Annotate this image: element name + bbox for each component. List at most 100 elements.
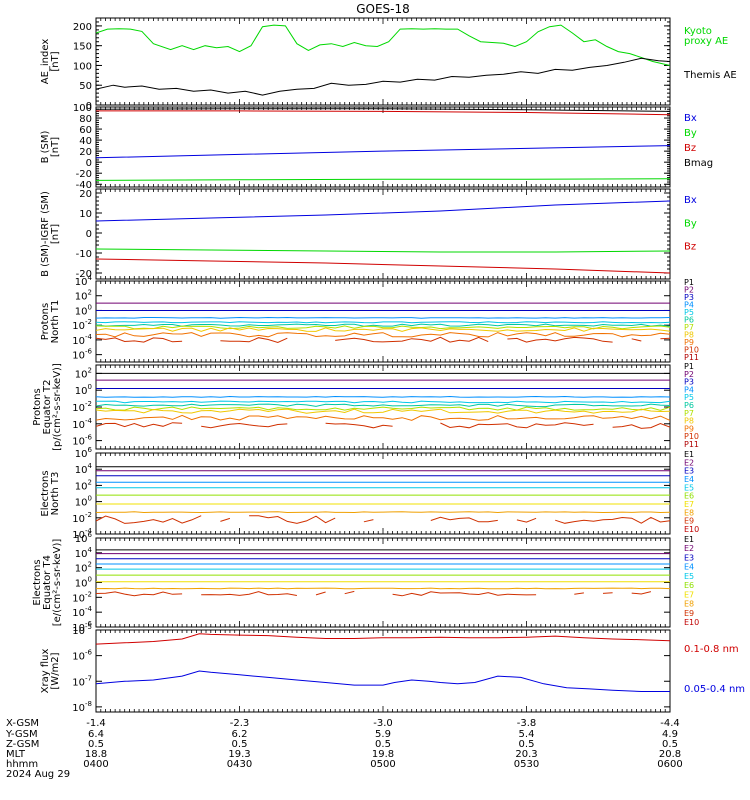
legend-entry: P1	[684, 278, 694, 287]
legend-entry: E5	[684, 572, 694, 581]
y-tick-label: 10-2	[72, 511, 92, 525]
series-e9	[516, 517, 537, 523]
y-tick-label: 100	[75, 303, 92, 317]
y-tick-label: 100	[73, 61, 92, 72]
series-bx	[96, 145, 670, 159]
y-axis-label: AE_index	[40, 39, 51, 85]
legend-entry: P1	[684, 362, 694, 371]
legend-entry: P6	[684, 401, 694, 410]
series-p6	[96, 403, 670, 408]
orbit-value: 4.9	[662, 729, 678, 740]
series-p9	[96, 414, 670, 421]
legend-entry: proxy AE	[684, 36, 728, 47]
y-tick-label: 10-4	[72, 605, 92, 619]
y-axis-label: Electrons	[40, 470, 51, 516]
orbit-value: 6.4	[88, 729, 104, 740]
legend-entry: P5	[684, 393, 694, 402]
series-p8	[96, 327, 670, 332]
y-axis-label: [nT]	[50, 51, 61, 71]
legend-entry: P9	[684, 424, 694, 433]
legend-entry: E6	[684, 581, 694, 590]
series-e9	[96, 591, 183, 597]
legend-entry: P8	[684, 417, 694, 426]
legend-entry: E4	[684, 563, 694, 572]
series-e9	[315, 591, 326, 596]
series-e9	[201, 591, 297, 596]
legend-entry: P7	[684, 323, 694, 332]
y-tick-label: 50	[79, 81, 92, 92]
legend-entry: Bz	[684, 242, 696, 253]
legend-entry: E10	[684, 618, 699, 627]
y-tick-label: 0	[86, 229, 92, 240]
panel-frame	[95, 188, 671, 280]
series-p4	[96, 395, 670, 398]
series-e9	[602, 592, 613, 594]
y-tick-label: 10-4	[72, 333, 92, 347]
series-p10	[325, 422, 393, 429]
y-axis-label: [nT]	[50, 137, 61, 157]
y-axis-label: Electrons	[32, 559, 43, 605]
series-0.1-0.8-nm	[96, 633, 670, 645]
legend-entry: E5	[684, 483, 694, 492]
legend-entry: By	[684, 128, 697, 139]
series-p10	[612, 422, 670, 429]
y-tick-label: -20	[76, 269, 92, 280]
legend-entry: E6	[684, 492, 694, 501]
y-tick-label: 0	[86, 158, 92, 169]
y-tick-label: 104	[75, 274, 93, 288]
y-tick-label: 10-2	[72, 400, 92, 414]
orbit-value: 0.5	[88, 739, 104, 750]
orbit-value: -3.0	[373, 718, 393, 729]
series-p8	[96, 408, 670, 414]
y-tick-label: 102	[75, 478, 92, 492]
panel-xray: 10-8 10-7 10-6 10-5 Xray flux [W/m2] 0.1-0.8 n…	[40, 623, 745, 714]
panel-frame	[95, 17, 671, 106]
legend-entry: E7	[684, 590, 694, 599]
y-axis-label: [e/(cm²-s-sr-keV)]	[52, 539, 63, 627]
y-axis-label: North T1	[50, 300, 61, 344]
series-bmag	[96, 108, 670, 112]
series-by	[96, 248, 670, 253]
y-tick-label: 60	[79, 125, 92, 136]
series-bz	[96, 258, 670, 274]
legend-entry: P9	[684, 338, 694, 347]
legend-entry: E10	[684, 525, 699, 534]
series-p10	[96, 422, 183, 428]
series-p5	[96, 321, 670, 324]
legend-entry: E9	[684, 517, 694, 526]
legend-entry: E8	[684, 508, 694, 517]
orbit-value: 0.5	[232, 739, 248, 750]
legend-entry: E8	[684, 600, 694, 609]
legend-entry: E1	[684, 450, 694, 459]
y-tick-label: 10-6	[72, 649, 92, 663]
y-tick-label: 102	[75, 289, 92, 303]
orbit-value: 0530	[514, 759, 539, 770]
legend-entry: P4	[684, 301, 694, 310]
panel-frame	[95, 452, 671, 535]
orbit-row-label: hhmm	[6, 759, 38, 770]
series-p10	[631, 338, 642, 342]
legend-entry: 0.05-0.4 nm	[684, 684, 745, 695]
legend-entry: E9	[684, 609, 694, 618]
series-p10	[96, 337, 183, 343]
y-axis-label: Equator T4	[42, 555, 53, 610]
y-tick-label: -40	[76, 180, 92, 191]
series-e9	[96, 515, 202, 524]
legend-entry: E3	[684, 467, 694, 476]
legend-entry: E7	[684, 500, 694, 509]
y-axis-label: Protons	[32, 388, 43, 425]
series-p10	[660, 337, 670, 340]
orbit-value: 5.4	[519, 729, 535, 740]
legend-entry: P2	[684, 286, 694, 295]
series-e9	[220, 517, 231, 522]
y-tick-label: 102	[75, 366, 92, 380]
legend-entry: P3	[684, 293, 694, 302]
series-p6	[96, 323, 670, 327]
orbit-value: 0400	[83, 759, 108, 770]
